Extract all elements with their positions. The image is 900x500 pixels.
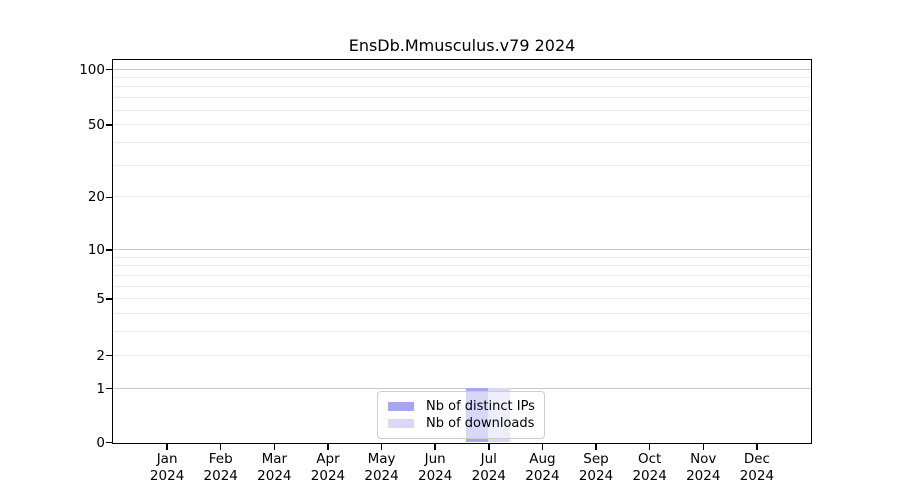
gridline-20 — [113, 196, 811, 198]
x-tick-label-year-1: 2024 — [149, 468, 185, 484]
gridline-60 — [113, 109, 811, 111]
x-tick-label-year-5: 2024 — [364, 468, 399, 484]
legend-item-downloads: Nb of downloads — [388, 415, 535, 432]
x-tick-label-month-8: Aug — [529, 451, 556, 467]
x-tick-5 — [380, 444, 383, 450]
legend: Nb of distinct IPs Nb of downloads — [377, 391, 545, 439]
y-tick-20 — [106, 196, 113, 199]
x-tick-label-year-3: 2024 — [257, 468, 292, 484]
y-tick-label-50: 50 — [87, 117, 105, 134]
x-tick-8 — [541, 444, 544, 450]
y-tick-label-2: 2 — [96, 347, 105, 364]
x-tick-6 — [434, 444, 436, 450]
y-tick-10 — [106, 249, 113, 251]
gridline-10 — [113, 248, 811, 250]
gridline-4 — [113, 313, 811, 314]
x-tick-3 — [273, 444, 276, 450]
legend-label-distinct-ips: Nb of distinct IPs — [426, 399, 535, 414]
gridline-70 — [113, 97, 811, 99]
x-tick-4 — [327, 444, 329, 450]
x-tick-label-month-4: Apr — [316, 451, 340, 467]
legend-item-distinct-ips: Nb of distinct IPs — [388, 398, 535, 415]
x-tick-label-month-11: Nov — [690, 451, 717, 467]
x-tick-10 — [648, 444, 651, 450]
x-tick-1 — [166, 444, 168, 450]
x-tick-label-year-10: 2024 — [632, 468, 667, 484]
x-tick-label-year-7: 2024 — [471, 468, 506, 484]
y-tick-2 — [106, 354, 113, 357]
legend-swatch-distinct-ips — [388, 402, 414, 411]
y-tick-label-10: 10 — [87, 241, 105, 258]
x-tick-9 — [595, 444, 597, 450]
x-tick-label-year-6: 2024 — [418, 468, 453, 484]
legend-label-downloads: Nb of downloads — [426, 416, 535, 431]
y-tick-100 — [106, 68, 113, 71]
y-tick-50 — [106, 124, 113, 126]
x-tick-label-year-2: 2024 — [203, 468, 238, 484]
y-tick-label-5: 5 — [96, 291, 105, 308]
x-tick-label-month-5: May — [367, 451, 396, 467]
gridline-5 — [113, 298, 811, 300]
y-tick-1 — [106, 387, 113, 390]
y-tick-label-20: 20 — [87, 189, 105, 206]
x-tick-label-year-11: 2024 — [686, 468, 721, 484]
x-tick-label-month-10: Oct — [637, 451, 662, 467]
gridline-90 — [113, 77, 811, 79]
x-tick-12 — [756, 444, 758, 450]
y-tick-0 — [106, 441, 113, 444]
gridline-6 — [113, 285, 811, 287]
y-tick-label-1: 1 — [96, 380, 105, 397]
gridline-30 — [113, 164, 811, 166]
legend-swatch-downloads — [388, 419, 414, 428]
x-tick-label-month-7: Jul — [480, 451, 497, 467]
gridline-8 — [113, 265, 811, 267]
x-tick-label-month-1: Jan — [156, 451, 178, 467]
x-tick-11 — [702, 444, 705, 450]
plot-area — [112, 59, 812, 444]
gridline-2 — [113, 354, 811, 356]
gridline-40 — [113, 141, 811, 143]
gridline-50 — [113, 124, 811, 126]
x-tick-7 — [488, 444, 490, 450]
x-tick-label-year-8: 2024 — [525, 468, 560, 484]
y-tick-label-100: 100 — [79, 61, 105, 78]
gridline-1 — [113, 387, 811, 389]
x-tick-2 — [219, 444, 222, 450]
x-tick-label-month-6: Jun — [424, 451, 446, 467]
x-tick-label-month-12: Dec — [743, 451, 770, 467]
gridline-100 — [113, 68, 811, 70]
x-tick-label-year-9: 2024 — [578, 468, 614, 484]
x-tick-label-year-4: 2024 — [310, 468, 346, 484]
chart-title: EnsDb.Mmusculus.v79 2024 — [348, 36, 576, 55]
gridline-9 — [113, 256, 811, 258]
x-tick-label-month-3: Mar — [261, 451, 288, 467]
gridline-3 — [113, 331, 811, 333]
y-tick-5 — [106, 298, 113, 300]
y-tick-label-0: 0 — [96, 434, 105, 451]
x-tick-label-month-9: Sep — [583, 451, 609, 467]
gridline-80 — [113, 86, 811, 88]
gridline-7 — [113, 274, 811, 276]
x-tick-label-month-2: Feb — [208, 451, 233, 467]
x-tick-label-year-12: 2024 — [739, 468, 775, 484]
